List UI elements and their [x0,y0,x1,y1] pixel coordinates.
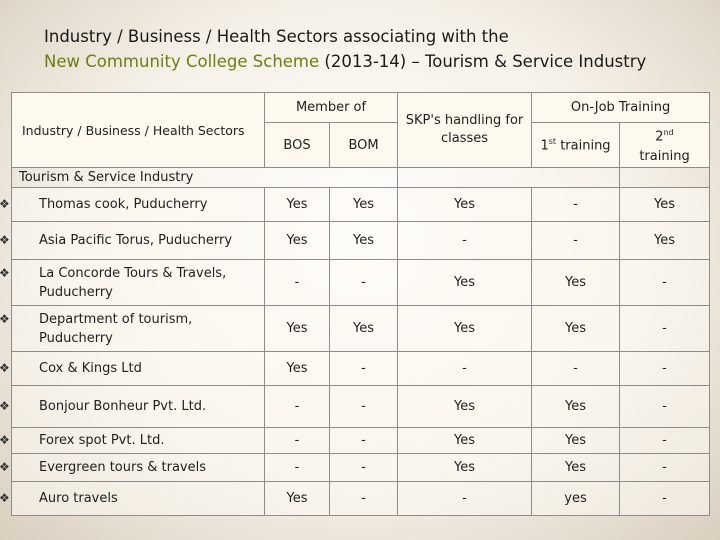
table-row: ❖ La Concorde Tours & Travels, Puducherry… [0,259,711,307]
company-name: Forex spot Pvt. Ltd. [39,433,165,449]
bos-cell: Yes [264,305,330,353]
skp-cell: Yes [397,305,533,353]
bom-cell: - [328,453,399,483]
company-name: Cox & Kings Ltd [39,361,142,377]
company-name-cell: ❖ Evergreen tours & travels [0,453,265,483]
title-rest: (2013-14) – Tourism & Service Industry [319,52,647,71]
skp-cell: Yes [397,259,533,307]
bom-cell: Yes [328,187,399,223]
bos-cell: - [264,259,330,307]
bos-cell: - [264,427,330,455]
company-name-cell: ❖ Department of tourism, Puducherry [0,305,265,353]
bos-cell: - [264,453,330,483]
ojt-header: On-Job Training [531,92,711,123]
t2-cell: Yes [619,187,711,223]
t2-cell: - [619,351,711,387]
company-name: Department of tourism, Puducherry [39,311,193,346]
company-name-cell: ❖ Forex spot Pvt. Ltd. [0,427,265,455]
sectors-table: Industry / Business / Health Sectors Mem… [0,91,711,517]
company-name-cell: ❖ Auro travels [0,481,265,517]
bos-cell: Yes [264,187,330,223]
diamond-bullet-icon: ❖ [0,311,10,326]
skp-cell: Yes [397,187,533,223]
bom-cell: - [328,481,399,517]
skp-cell: - [397,481,533,517]
table-row: ❖ Thomas cook, Puducherry Yes Yes Yes - Yes [0,187,711,223]
slide-title: Industry / Business / Health Sectors ass… [44,24,704,74]
diamond-bullet-icon: ❖ [0,460,10,475]
table-row: ❖ Bonjour Bonheur Pvt. Ltd. - - Yes Yes - [0,385,711,429]
t1-cell: - [531,187,621,223]
t1-cell: yes [531,481,621,517]
table-row: ❖ Forex spot Pvt. Ltd. - - Yes Yes - [0,427,711,455]
table-row: ❖ Asia Pacific Torus, Puducherry Yes Yes - - Y… [0,221,711,261]
company-name-cell: ❖ Thomas cook, Puducherry [0,187,265,223]
t2-cell: Yes [619,221,711,261]
t1-cell: - [531,221,621,261]
table-row: ❖ Cox & Kings Ltd Yes - - - - [0,351,711,387]
company-name: Thomas cook, Puducherry [39,197,208,213]
bom-header: BOM [328,121,399,169]
company-name: Asia Pacific Torus, Puducherry [39,233,233,249]
table-row: ❖ Auro travels Yes - - yes - [0,481,711,517]
corner-header: Industry / Business / Health Sectors [11,91,265,169]
t2-cell: - [619,385,711,429]
diamond-bullet-icon: ❖ [0,265,10,280]
bos-header: BOS [264,121,330,169]
first-training-header: 1st training [531,121,621,169]
company-name: Bonjour Bonheur Pvt. Ltd. [39,399,207,415]
company-name-cell: ❖ Bonjour Bonheur Pvt. Ltd. [0,385,265,429]
t2-cell: - [619,427,711,455]
bom-cell: - [328,351,399,387]
diamond-bullet-icon: ❖ [0,433,10,448]
company-name: La Concorde Tours & Travels, Puducherry [39,265,227,300]
company-name-cell: ❖ Cox & Kings Ltd [0,351,265,387]
table-row: ❖ Evergreen tours & travels - - Yes Yes - [0,453,711,483]
bos-cell: Yes [264,481,330,517]
t1-cell: Yes [531,453,621,483]
t1-cell: Yes [531,427,621,455]
diamond-bullet-icon: ❖ [0,197,10,212]
table-row: ❖ Department of tourism, Puducherry Yes Yes… [0,305,711,353]
bom-cell: - [328,427,399,455]
bom-cell: Yes [328,305,399,353]
skp-header: SKP's handling for classes [397,91,533,169]
diamond-bullet-icon: ❖ [0,233,10,248]
company-name-cell: ❖ Asia Pacific Torus, Puducherry [0,221,265,261]
bom-cell: - [328,259,399,307]
t1-cell: Yes [531,259,621,307]
skp-cell: Yes [397,427,533,455]
member-of-header: Member of [263,92,399,123]
skp-cell: Yes [397,385,533,429]
title-line1: Industry / Business / Health Sectors ass… [44,27,509,46]
bom-cell: Yes [328,221,399,261]
diamond-bullet-icon: ❖ [0,491,10,506]
second-training-header: 2nd training [619,121,711,169]
skp-cell: - [397,221,533,261]
company-name: Auro travels [39,491,118,507]
t2-cell: - [619,259,711,307]
bos-cell: - [264,385,330,429]
t2-cell: - [619,481,711,517]
company-name-cell: ❖ La Concorde Tours & Travels, Puducherry [0,259,265,307]
t1-cell: - [531,351,621,387]
title-highlight: New Community College Scheme [44,52,320,71]
t1-cell: Yes [531,385,621,429]
t1-cell: Yes [531,305,621,353]
skp-cell: - [397,351,533,387]
header-row-1: Industry / Business / Health Sectors Mem… [11,91,711,169]
bos-cell: Yes [264,351,330,387]
bos-cell: Yes [264,221,330,261]
bom-cell: - [328,385,399,429]
section-row: Tourism & Service Industry [10,167,711,189]
company-name: Evergreen tours & travels [39,460,206,476]
skp-cell: Yes [397,453,533,483]
diamond-bullet-icon: ❖ [0,361,10,376]
t2-cell: - [619,305,711,353]
t2-cell: - [619,453,711,483]
diamond-bullet-icon: ❖ [0,399,10,414]
section-label: Tourism & Service Industry [10,167,399,189]
